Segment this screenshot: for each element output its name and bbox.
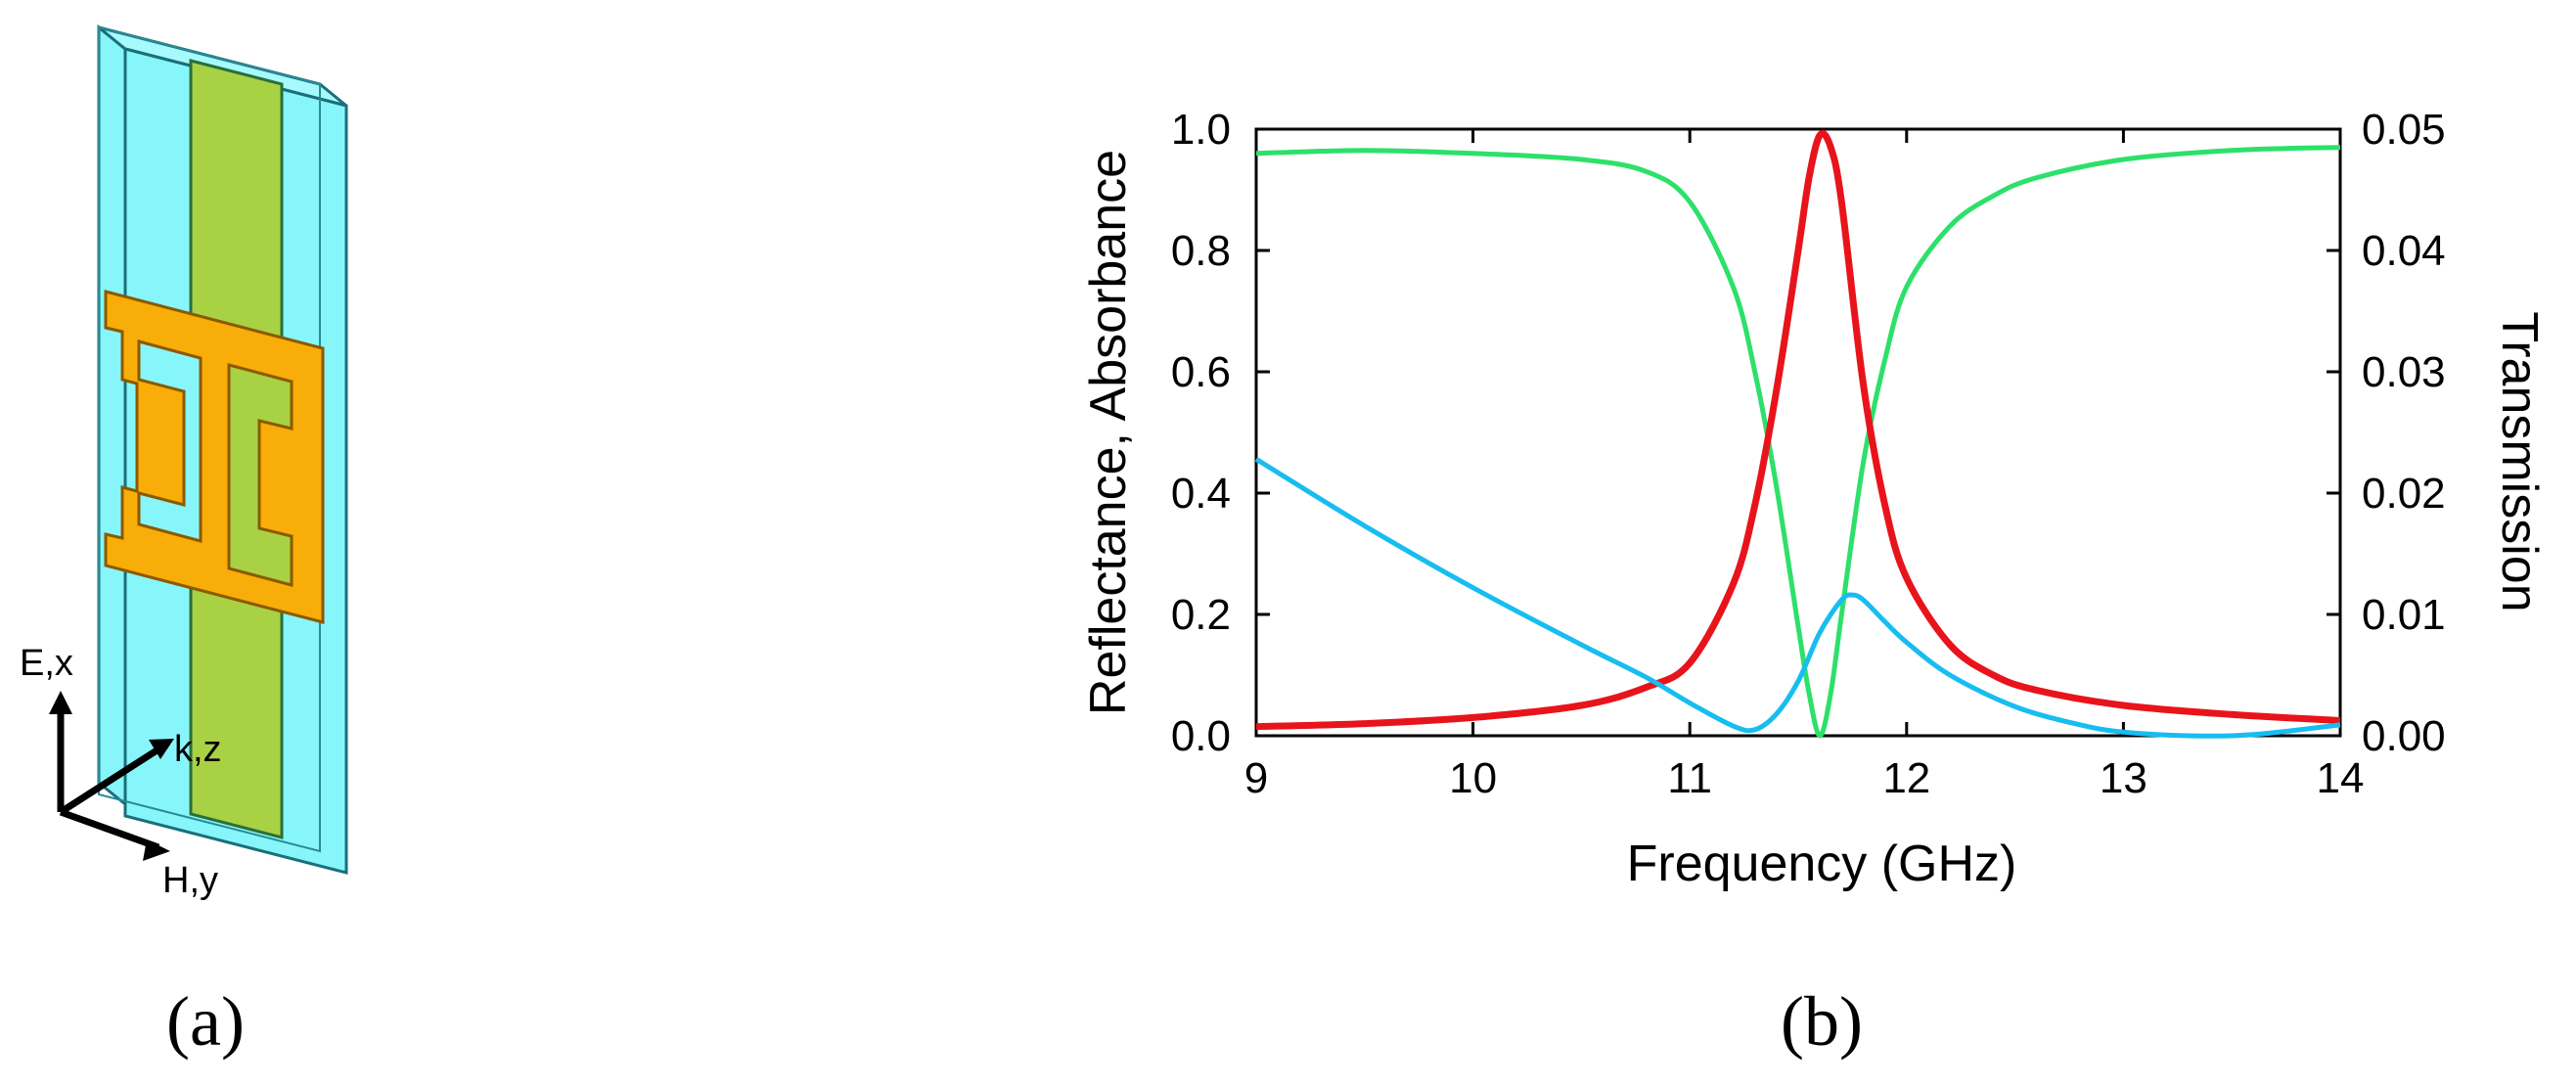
k-axis-label: k,z: [174, 729, 222, 770]
x-tick-label: 10: [1449, 754, 1497, 802]
y-tick-label: 0.2: [1171, 591, 1231, 639]
h-axis-arrow: [59, 808, 160, 851]
y-tick-label: 1.0: [1171, 106, 1231, 154]
y-tick-label: 0.6: [1171, 348, 1231, 396]
ticks-layer: 9 10 11 12 13 14 0.0 0.2 0.4 0.6 0.8 1.0 0.00 0.01 0.0…: [1171, 106, 2446, 802]
substrate-back-outline: [98, 25, 321, 853]
e-arrowhead-icon: [49, 691, 72, 714]
unit-cell-diagram: E,x k,z H,y (a): [20, 23, 348, 1061]
x-tick-label: 14: [2317, 754, 2365, 802]
y-axis-title: Reflectance, Absorbance: [1080, 150, 1137, 715]
y-tick-label: 0.4: [1171, 470, 1231, 518]
series-layer: [1254, 130, 2341, 739]
h-arrowhead-icon: [143, 839, 170, 861]
y-tick-label: 0.0: [1171, 712, 1231, 760]
y-tick-label: 0.8: [1171, 227, 1231, 275]
substrate-side-face: [97, 23, 127, 808]
reflectance-line: [1255, 145, 2341, 739]
panel-b-label: (b): [1781, 982, 1863, 1061]
x-tick-label: 13: [2100, 754, 2147, 802]
absorbance-line: [1255, 130, 2341, 731]
plot-frame: [1254, 127, 2342, 738]
y2-tick-label: 0.04: [2362, 227, 2446, 275]
e-axis-label: E,x: [20, 643, 73, 684]
y2-tick-label: 0.00: [2362, 712, 2446, 760]
y2-tick-label: 0.02: [2362, 470, 2446, 518]
x-tick-label: 11: [1667, 754, 1712, 802]
resonator-right-slot: [227, 363, 294, 587]
x-tick-label: 9: [1244, 754, 1268, 802]
resonator-left-slot: [137, 339, 203, 543]
x-axis-title: Frequency (GHz): [1627, 836, 2017, 892]
spectra-chart: 9 10 11 12 13 14 0.0 0.2 0.4 0.6 0.8 1.0 0.00 0.01 0.0…: [1080, 106, 2548, 1061]
panel-a-label: (a): [166, 982, 245, 1061]
h-axis-label: H,y: [162, 860, 218, 901]
y2-axis-title: Transmission: [2491, 311, 2548, 611]
y2-tick-label: 0.05: [2362, 106, 2446, 154]
transmission-line: [1254, 457, 2341, 739]
k-arrowhead-icon: [149, 739, 174, 759]
y2-tick-label: 0.01: [2362, 591, 2446, 639]
y2-tick-label: 0.03: [2362, 348, 2446, 396]
k-axis-arrow: [59, 743, 166, 815]
x-tick-label: 12: [1882, 754, 1930, 802]
axes-triad: [57, 702, 166, 851]
